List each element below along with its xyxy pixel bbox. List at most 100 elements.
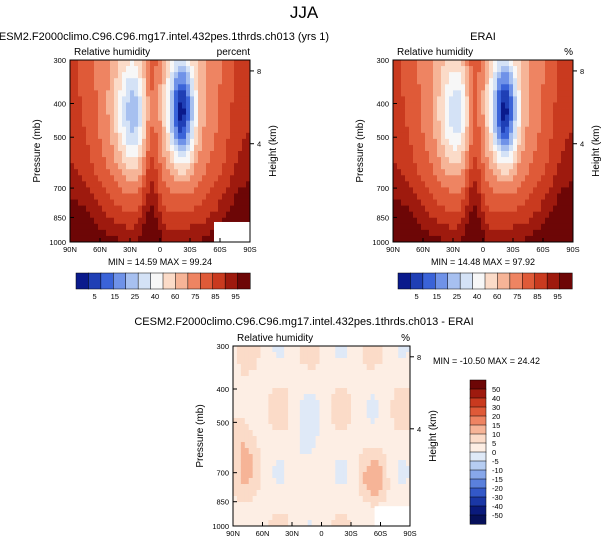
field-cell (477, 120, 482, 128)
field-cell (513, 66, 518, 73)
field-cell (238, 163, 243, 170)
field-cell (339, 370, 344, 377)
field-cell (402, 478, 407, 485)
field-cell (553, 199, 558, 206)
field-cell (218, 66, 223, 73)
field-cell (429, 229, 434, 237)
field-cell (202, 235, 207, 243)
field-cell (421, 187, 426, 194)
field-cell (210, 193, 215, 200)
field-cell (311, 478, 316, 485)
field-cell (268, 448, 273, 455)
field-cell (529, 217, 534, 225)
units-label: percent (217, 47, 251, 58)
field-cell (393, 229, 398, 237)
field-cell (110, 120, 115, 128)
field-cell (303, 346, 309, 353)
field-cell (405, 193, 410, 200)
field-cell (226, 163, 231, 170)
field-cell (390, 382, 395, 389)
field-cell (362, 406, 368, 413)
field-cell (98, 90, 103, 97)
field-cell (397, 90, 402, 97)
field-cell (541, 96, 546, 103)
field-cell (347, 424, 352, 431)
field-cell (98, 78, 103, 85)
field-cell (288, 490, 293, 497)
field-cell (292, 376, 297, 383)
field-cell (218, 187, 223, 194)
field-cell (394, 448, 399, 455)
field-cell (162, 144, 167, 152)
field-cell (178, 72, 183, 79)
field-cell (170, 169, 175, 176)
field-cell (366, 388, 372, 395)
field-cell (429, 120, 434, 128)
field-cell (106, 84, 111, 91)
field-cell (142, 223, 147, 231)
field-cell (485, 108, 490, 115)
field-cell (70, 193, 75, 200)
field-cell (276, 514, 281, 521)
field-cell (186, 169, 191, 176)
field-cell (453, 157, 458, 164)
field-cell (557, 205, 562, 213)
field-cell (457, 120, 462, 128)
field-cell (178, 181, 183, 188)
field-cell (138, 157, 143, 164)
colorbar-swatch (175, 272, 189, 290)
field-cell (370, 514, 375, 521)
field-cell (413, 187, 418, 194)
field-cell (268, 400, 273, 407)
field-cell (299, 358, 305, 365)
field-cell (110, 132, 115, 140)
field-cell (256, 358, 261, 365)
field-cell (327, 388, 332, 395)
field-cell (433, 187, 438, 194)
field-cell (106, 114, 111, 122)
field-cell (90, 84, 95, 91)
field-cell (233, 454, 238, 461)
field-cell (489, 157, 494, 164)
field-cell (288, 454, 293, 461)
field-cell (114, 193, 119, 200)
field-cell (154, 90, 159, 97)
field-cell (425, 169, 430, 176)
field-cell (315, 370, 320, 377)
field-cell (240, 352, 246, 359)
field-cell (557, 217, 562, 225)
field-cell (429, 187, 434, 194)
field-cell (158, 114, 163, 122)
field-cell (178, 90, 183, 97)
field-cell (319, 484, 324, 491)
field-cell (272, 496, 277, 503)
field-cell (485, 229, 490, 237)
field-cell (549, 205, 554, 213)
field-cell (457, 96, 462, 103)
field-cell (260, 436, 265, 443)
field-cell (390, 358, 395, 365)
field-cell (370, 496, 375, 503)
field-cell (307, 490, 313, 497)
field-cell (138, 138, 143, 146)
field-cell (553, 223, 558, 231)
field-cell (393, 193, 398, 200)
field-cell (170, 108, 175, 115)
field-cell (525, 181, 530, 188)
field-cell (477, 205, 482, 213)
x-tick-label: 60S (536, 245, 549, 254)
field-cell (154, 84, 159, 91)
field-cell (138, 205, 143, 213)
field-cell (242, 175, 247, 182)
field-cell (276, 478, 281, 485)
field-cell (382, 358, 387, 365)
field-cell (501, 169, 506, 176)
field-cell (461, 78, 466, 85)
field-cell (445, 163, 450, 170)
field-cell (230, 72, 235, 79)
field-cell (78, 175, 83, 182)
field-cell (323, 490, 328, 497)
field-cell (292, 370, 297, 377)
field-cell (311, 520, 316, 527)
field-cell (331, 352, 336, 359)
